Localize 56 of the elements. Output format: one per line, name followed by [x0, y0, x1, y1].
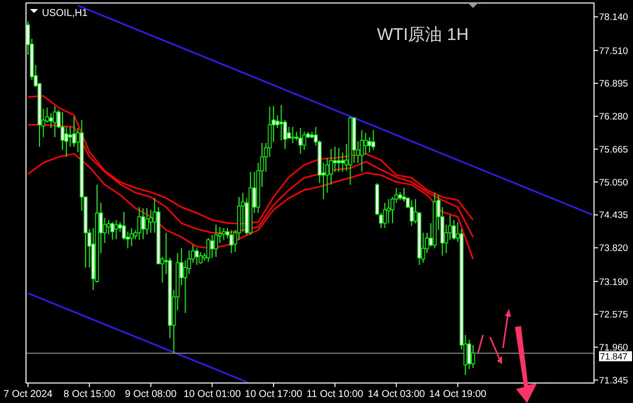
- candlestick: [148, 209, 153, 234]
- candlestick: [214, 224, 218, 258]
- candlestick: [137, 206, 142, 240]
- y-tick-label: 74.435: [599, 210, 628, 222]
- x-tick-label: 8 Oct 15:00: [64, 389, 116, 400]
- candlestick: [114, 219, 118, 240]
- x-tick-label: 10 Oct 01:00: [184, 389, 242, 400]
- candlestick: [371, 130, 376, 150]
- candlestick: [198, 252, 203, 264]
- ref-line-label: 71.847: [600, 351, 628, 362]
- y-tick-label: 76.895: [599, 78, 628, 90]
- y-tick-label: 71.960: [599, 342, 628, 354]
- candlestick: [194, 248, 199, 266]
- candlestick: [279, 104, 284, 141]
- candlestick: [336, 147, 341, 172]
- candlestick: [290, 126, 295, 144]
- candlestick: [382, 202, 387, 228]
- candlestick: [467, 339, 472, 370]
- candlestick: [141, 208, 145, 240]
- x-tick-label: 11 Oct 10:00: [306, 389, 364, 400]
- candlestick: [206, 238, 210, 262]
- candlestick: [52, 106, 57, 138]
- y-tick-label: 75.050: [599, 177, 628, 188]
- candlestick: [471, 344, 475, 369]
- y-tick-label: 73.820: [599, 243, 628, 254]
- candlestick: [145, 208, 149, 235]
- candlestick: [298, 128, 302, 154]
- candlestick: [222, 227, 226, 240]
- y-tick-label: 75.665: [599, 144, 628, 156]
- candlestick: [360, 130, 364, 172]
- x-tick-label: 14 Oct 03:00: [368, 389, 426, 400]
- y-tick-label: 78.140: [599, 12, 628, 24]
- y-tick-label: 72.575: [599, 310, 628, 321]
- candlestick: [452, 219, 456, 240]
- x-tick-label: 14 Oct 19:00: [429, 389, 487, 400]
- candlestick: [340, 152, 345, 172]
- candlestick: [410, 200, 414, 226]
- candlestick: [68, 126, 72, 148]
- candlestick: [49, 112, 53, 129]
- candlestick: [386, 198, 391, 224]
- candlestick: [110, 222, 114, 240]
- x-tick-label: 9 Oct 08:00: [124, 389, 178, 400]
- candlestick: [302, 131, 306, 150]
- x-tick-label: 7 Oct 2024: [4, 389, 53, 400]
- y-tick-label: 73.190: [599, 276, 628, 288]
- candlestick: [229, 230, 234, 254]
- candlestick: [333, 146, 337, 172]
- candlestick: [130, 227, 134, 247]
- y-tick-label: 76.280: [599, 112, 628, 123]
- candlestick: [364, 132, 368, 156]
- y-tick-label: 77.510: [599, 46, 628, 57]
- y-tick-label: 71.345: [599, 375, 628, 386]
- candlestick: [210, 234, 214, 258]
- x-tick-label: 10 Oct 17:00: [244, 389, 303, 400]
- text: WTI原油 1H: [377, 25, 469, 44]
- annotation: USOIL,H1: [42, 8, 88, 19]
